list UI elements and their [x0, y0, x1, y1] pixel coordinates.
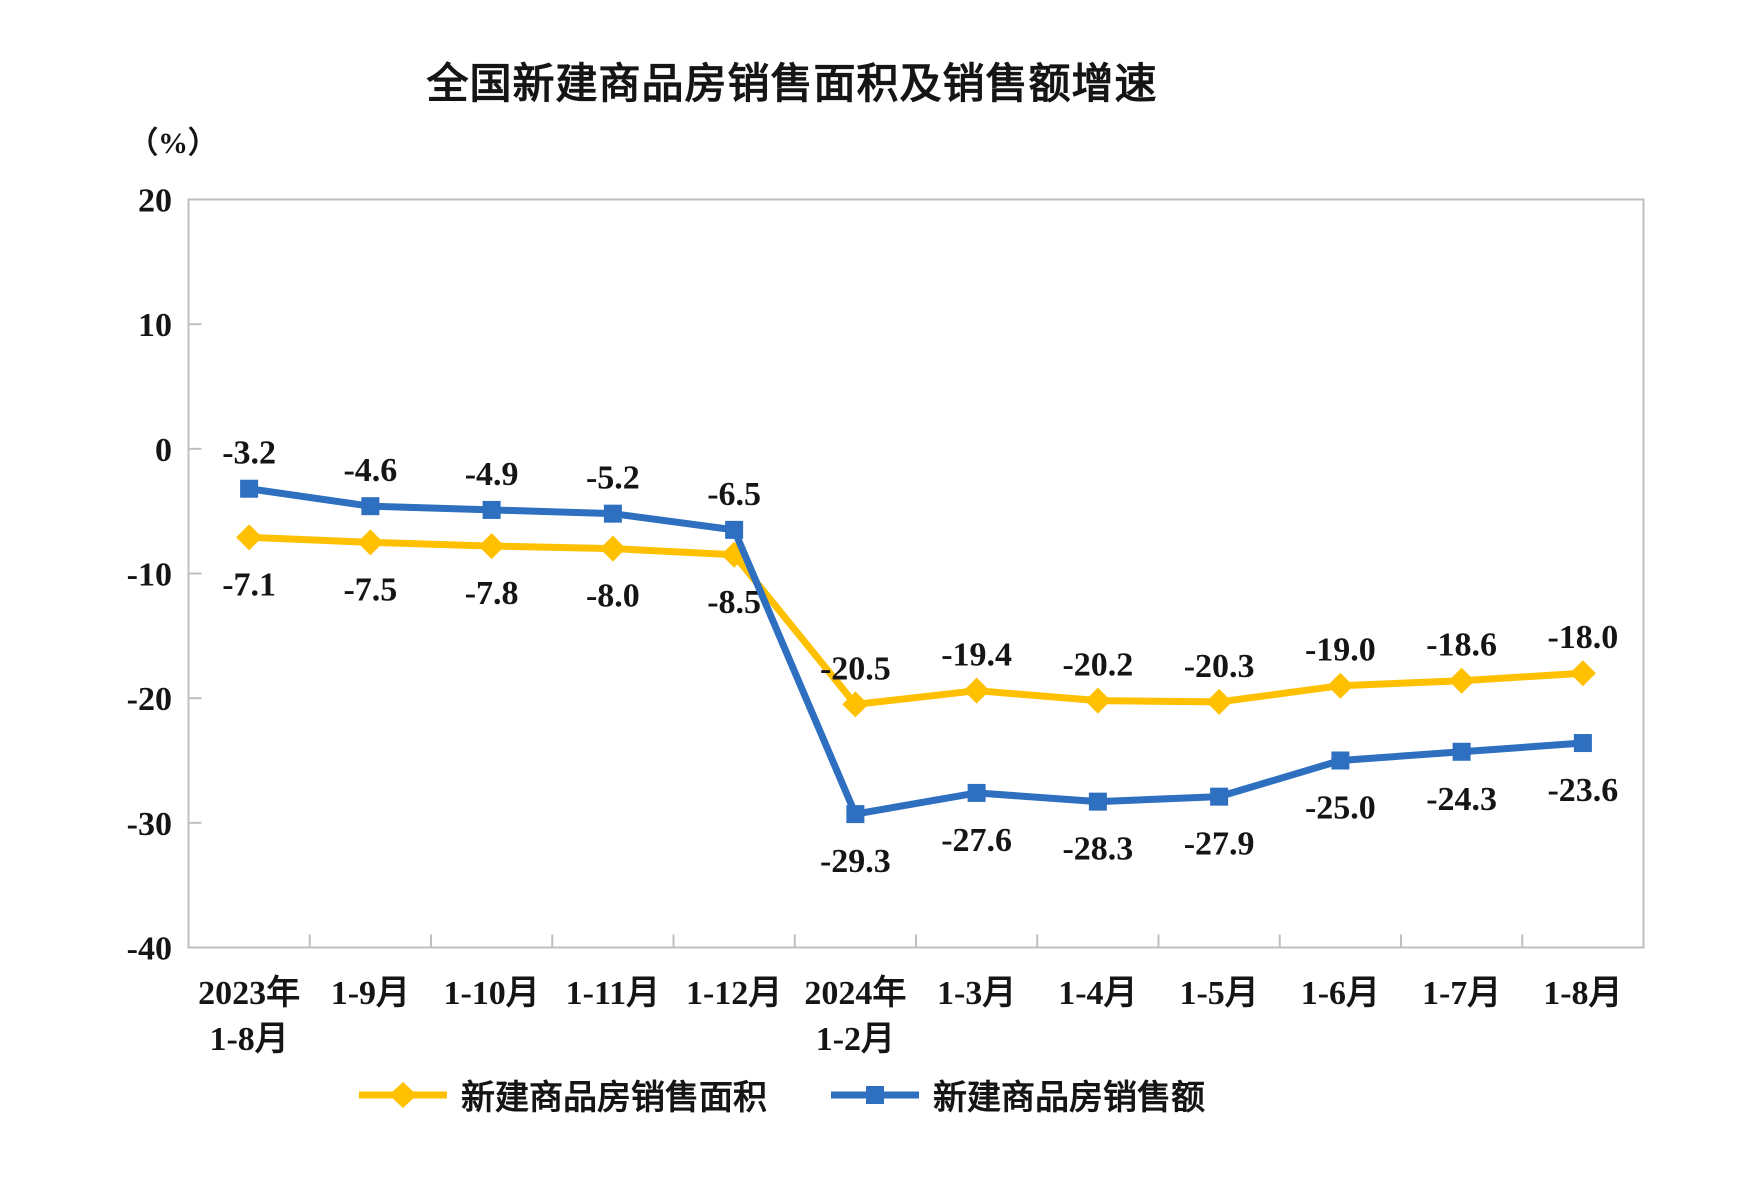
data-point-marker — [236, 524, 263, 551]
data-label: -7.8 — [465, 575, 519, 612]
legend-item-sales-amount: 新建商品房销售额 — [831, 1070, 1205, 1119]
data-point-marker — [1573, 734, 1592, 753]
data-point-marker — [1448, 667, 1475, 694]
sales-area-line-diamond-icon — [359, 1081, 447, 1108]
data-label: -4.6 — [343, 452, 397, 489]
data-point-marker — [846, 805, 865, 824]
x-tick-label: 1-2月 — [816, 1021, 895, 1058]
data-point-marker — [1210, 787, 1229, 806]
data-label: -19.0 — [1305, 632, 1376, 669]
chart-title: 全国新建商品房销售面积及销售额增速 — [426, 62, 1158, 108]
y-tick-label: 0 — [155, 432, 172, 469]
x-tick-label: 1-6月 — [1301, 975, 1380, 1012]
data-label: -8.5 — [707, 584, 761, 621]
data-label: -29.3 — [820, 843, 891, 880]
x-tick-label: 1-5月 — [1179, 975, 1258, 1012]
y-tick-label: -10 — [127, 557, 172, 594]
series-line — [245, 533, 1587, 708]
y-tick-label: -40 — [127, 931, 172, 968]
data-label: -7.5 — [343, 571, 397, 608]
legend-square-marker — [866, 1085, 884, 1104]
data-label: -20.5 — [820, 650, 891, 687]
plot-border — [187, 198, 1645, 949]
data-point-marker — [240, 479, 259, 498]
y-tick-label: -20 — [127, 681, 172, 718]
data-point-marker — [599, 535, 626, 562]
data-label: -4.9 — [465, 456, 519, 493]
data-label: -5.2 — [586, 460, 640, 497]
sales-amount-line-square-icon — [831, 1085, 919, 1104]
x-tick-label: 1-8月 — [1543, 975, 1622, 1012]
data-label: -27.6 — [941, 822, 1012, 859]
x-tick-label: 1-4月 — [1058, 975, 1137, 1012]
data-label: -8.0 — [586, 578, 640, 615]
data-point-marker — [725, 520, 744, 539]
y-axis-unit-label: （%） — [128, 127, 218, 160]
data-point-marker — [1331, 751, 1350, 770]
x-tick-label: 1-7月 — [1422, 975, 1501, 1012]
data-point-marker — [1088, 792, 1107, 811]
data-label: -20.2 — [1062, 647, 1133, 684]
data-label: -25.0 — [1305, 790, 1376, 827]
legend-diamond-marker — [389, 1081, 417, 1108]
data-point-marker — [482, 500, 501, 519]
data-label: -6.5 — [707, 476, 761, 513]
data-point-marker — [1084, 687, 1111, 714]
data-label: -20.3 — [1184, 648, 1255, 685]
data-point-marker — [1569, 660, 1596, 687]
x-tick-label: 1-12月 — [686, 975, 782, 1012]
data-point-marker — [357, 529, 384, 556]
data-point-marker — [967, 783, 986, 802]
x-tick-label: 1-3月 — [937, 975, 1016, 1012]
x-tick-label: 2023年 — [198, 974, 300, 1012]
data-label: -28.3 — [1062, 831, 1133, 868]
series-line — [245, 485, 1587, 818]
legend-item-sales-area: 新建商品房销售面积 — [359, 1070, 767, 1119]
chart-legend: 新建商品房销售面积 新建商品房销售额 — [0, 1070, 1564, 1119]
y-tick-label: 20 — [138, 183, 172, 220]
data-label: -23.6 — [1547, 772, 1618, 809]
data-label: -19.4 — [941, 637, 1012, 674]
data-label: -18.6 — [1426, 627, 1497, 664]
data-label: -7.1 — [222, 566, 276, 603]
data-point-marker — [1327, 672, 1354, 699]
data-point-marker — [963, 677, 990, 704]
data-point-marker — [1206, 688, 1233, 715]
data-point-marker — [361, 497, 380, 516]
x-tick-label: 2024年 — [804, 974, 906, 1012]
x-tick-label: 1-8月 — [209, 1021, 288, 1058]
data-label: -18.0 — [1547, 619, 1618, 656]
x-tick-label: 1-9月 — [331, 975, 410, 1012]
data-label: -27.9 — [1184, 826, 1255, 863]
data-label: -24.3 — [1426, 781, 1497, 818]
data-point-marker — [603, 504, 622, 523]
data-point-marker — [1452, 742, 1471, 761]
data-point-marker — [478, 533, 505, 560]
legend-label-sales-amount: 新建商品房销售额 — [933, 1080, 1205, 1117]
data-point-marker — [842, 691, 869, 718]
data-label: -3.2 — [222, 435, 276, 472]
legend-label-sales-area: 新建商品房销售面积 — [461, 1080, 767, 1117]
x-tick-label: 1-10月 — [443, 975, 539, 1012]
x-tick-label: 1-11月 — [566, 975, 660, 1012]
y-tick-label: -30 — [127, 806, 172, 843]
y-tick-label: 10 — [138, 307, 172, 344]
